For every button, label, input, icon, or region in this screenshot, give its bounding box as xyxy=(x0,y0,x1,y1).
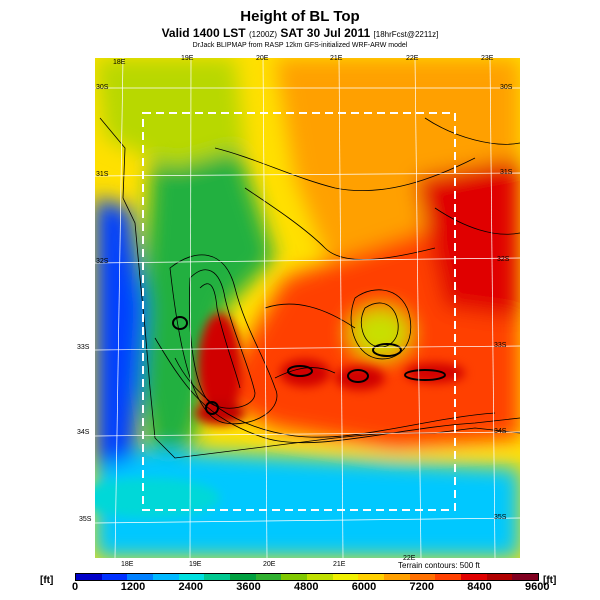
lat-label-right: 32S xyxy=(497,256,510,263)
colorbar-segment xyxy=(332,574,359,580)
bl-top-map xyxy=(95,58,520,558)
inner-domain-box xyxy=(142,112,456,511)
colorbar-label: 3600 xyxy=(236,581,261,593)
model-credit: DrJack BLIPMAP from RASP 12km GFS-initia… xyxy=(192,42,408,49)
colorbar-segment xyxy=(101,574,128,580)
lat-label-left: 34S xyxy=(77,429,90,436)
region-west-ocean xyxy=(95,198,145,468)
map-subtitle: Valid 1400 LST (1200Z) SAT 30 Jul 2011 [… xyxy=(0,26,600,40)
colorbar-label: 2400 xyxy=(178,581,203,593)
lat-label-right: 35S xyxy=(494,514,507,521)
colorbar-segment xyxy=(204,574,231,580)
colorbar-segment xyxy=(409,574,436,580)
lon-label-top: 18E xyxy=(113,59,126,66)
lon-label-bottom: 20E xyxy=(263,561,276,568)
colorbar-label: 8400 xyxy=(467,581,492,593)
colorbar-label: 0 xyxy=(72,581,79,593)
valid-date: SAT 30 Jul 2011 xyxy=(280,26,371,40)
lat-label-right: 31S xyxy=(500,169,513,176)
lon-label-bottom: 19E xyxy=(189,561,202,568)
region-coast xyxy=(135,118,275,478)
colorbar-segment xyxy=(358,574,385,580)
lat-label-left: 33S xyxy=(77,344,90,351)
coast-cyan xyxy=(95,478,220,518)
colorbar-label: 6000 xyxy=(351,581,377,593)
lon-label-bottom: 18E xyxy=(121,561,134,568)
bold-contours xyxy=(172,316,446,415)
colorbar-segment xyxy=(230,574,256,580)
lon-label-top: 23E xyxy=(481,55,494,62)
colorbar-segment xyxy=(255,574,282,580)
lon-label-top: 21E xyxy=(330,55,343,62)
lat-label-left: 32S xyxy=(96,258,109,265)
colorbar-segment xyxy=(281,574,308,580)
lat-lon-grid xyxy=(95,58,520,558)
hotspot-3 xyxy=(335,366,385,390)
map-title: Height of BL Top xyxy=(240,8,360,25)
lat-label-right: 33S xyxy=(494,342,507,349)
lat-label-left: 30S xyxy=(96,84,109,91)
hotspot-2 xyxy=(280,359,330,387)
colorbar-unit-left: [ft] xyxy=(40,575,54,586)
colorbar-unit-right: [ft] xyxy=(543,575,557,586)
lat-label-left: 35S xyxy=(79,516,92,523)
terrain-contour-note: Terrain contours: 500 ft xyxy=(398,561,480,570)
colorbar-segment xyxy=(153,574,179,580)
lon-label-top: 19E xyxy=(181,55,194,62)
colorbar-segment xyxy=(76,574,102,580)
region-south-ocean xyxy=(95,438,520,558)
colorbar-label: 7200 xyxy=(409,581,434,593)
colorbar xyxy=(75,573,539,581)
colorbar-label: 9600 xyxy=(525,581,550,593)
valid-time: Valid 1400 LST xyxy=(161,26,246,40)
region-east xyxy=(415,158,520,318)
lon-label-top: 20E xyxy=(256,55,269,62)
lon-label-top: 22E xyxy=(406,55,419,62)
lon-label-bottom: 22E xyxy=(403,555,416,562)
colorbar-segment xyxy=(486,574,513,580)
forecast-info: [18hrFcst@2211z] xyxy=(373,30,439,39)
valid-time-utc: (1200Z) xyxy=(248,30,277,39)
lat-label-left: 31S xyxy=(96,171,109,178)
colorbar-segment xyxy=(512,574,539,580)
colorbar-segment xyxy=(127,574,154,580)
lat-label-right: 34S xyxy=(494,428,507,435)
colorbar-segment xyxy=(461,574,487,580)
lon-label-bottom: 21E xyxy=(333,561,346,568)
colorbar-segment xyxy=(178,574,205,580)
lat-label-right: 30S xyxy=(500,84,513,91)
colorbar-label: 1200 xyxy=(120,581,146,593)
colorbar-label: 4800 xyxy=(294,581,319,593)
colorbar-segment xyxy=(307,574,333,580)
colorbar-segment xyxy=(435,574,462,580)
hotspot-4 xyxy=(405,363,465,383)
hotspot-1 xyxy=(198,313,242,423)
colorbar-segment xyxy=(384,574,410,580)
